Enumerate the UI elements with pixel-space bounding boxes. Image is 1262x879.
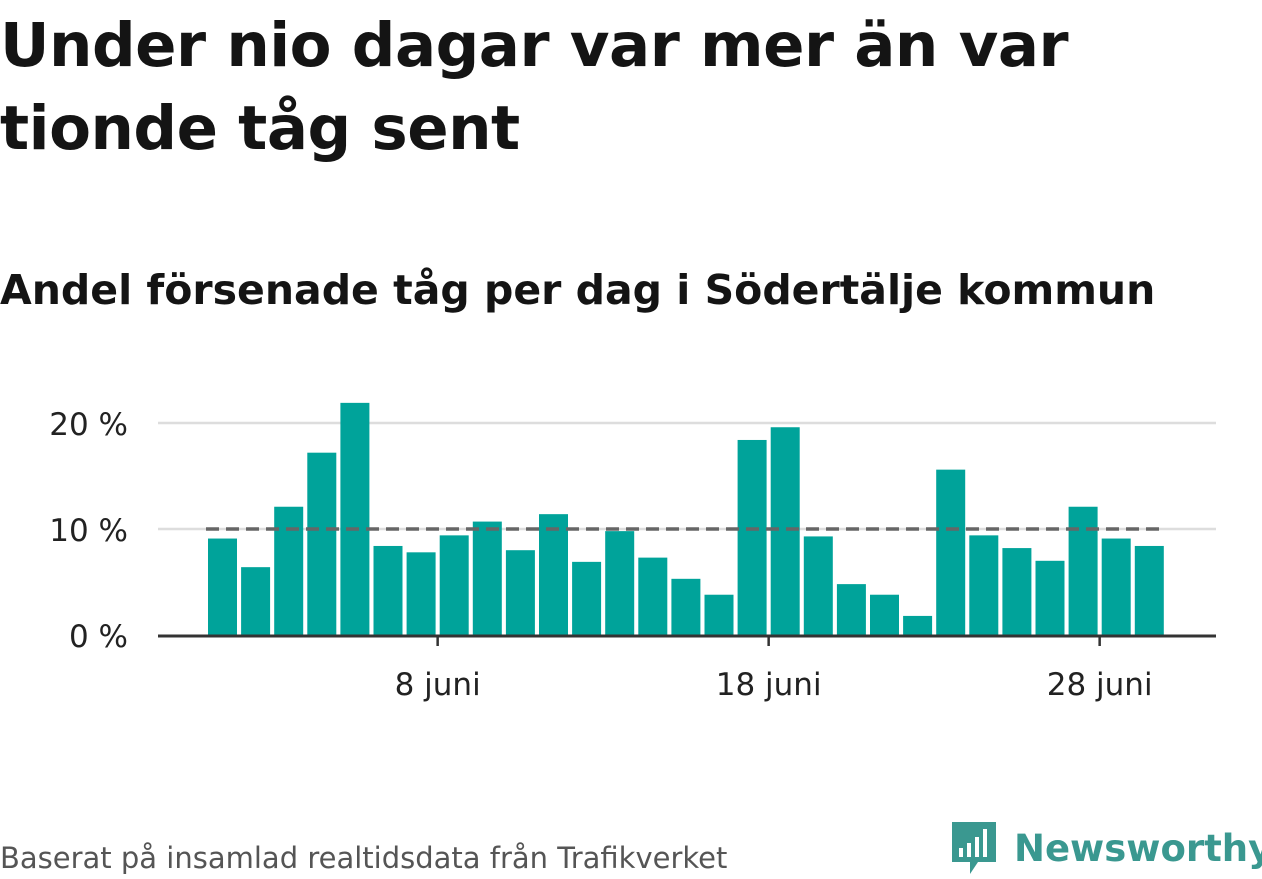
y-tick-label: 20 % <box>49 407 128 443</box>
bar <box>1002 548 1032 635</box>
bar <box>770 427 800 635</box>
bar <box>836 584 866 635</box>
y-tick-label: 10 % <box>49 513 128 549</box>
bar <box>1134 545 1164 635</box>
bar <box>307 452 337 635</box>
bar <box>539 514 568 635</box>
bar <box>870 594 899 635</box>
chart-title: Under nio dagar var mer än var tionde tå… <box>0 10 1069 164</box>
bar <box>1101 538 1131 635</box>
x-tick-label: 8 juni <box>395 667 481 703</box>
bar <box>505 550 535 635</box>
bar <box>373 545 403 635</box>
bar <box>737 439 767 635</box>
y-tick-label: 0 % <box>69 619 128 655</box>
newsworthy-logo: Newsworthy <box>948 818 1262 878</box>
bar <box>340 402 370 635</box>
source-note: Baserat på insamlad realtidsdata från Tr… <box>0 841 728 875</box>
bar-chart: 0 % 10 % 20 % 8 juni 18 juni 28 juni <box>49 402 1216 703</box>
brand-name: Newsworthy <box>1014 826 1262 870</box>
bar <box>969 535 999 635</box>
bar <box>903 615 933 635</box>
x-tick-label: 28 juni <box>1047 667 1153 703</box>
bar <box>572 561 602 635</box>
x-axis: 8 juni 18 juni 28 juni <box>158 634 1216 703</box>
bar <box>472 521 502 635</box>
bar <box>274 506 304 635</box>
bar <box>704 594 734 635</box>
bar <box>241 567 271 635</box>
bar <box>936 469 966 635</box>
bar <box>638 557 668 635</box>
bar <box>671 578 701 635</box>
bar <box>439 535 469 635</box>
chart-subtitle: Andel försenade tåg per dag i Södertälje… <box>0 266 1156 314</box>
bars <box>208 402 1164 635</box>
bar <box>605 531 635 635</box>
bar <box>406 552 436 635</box>
newsworthy-logo-icon <box>952 822 996 874</box>
bar <box>803 536 833 635</box>
bar <box>208 538 237 635</box>
y-axis-labels: 0 % 10 % 20 % <box>49 407 128 655</box>
bar <box>1035 560 1065 635</box>
x-tick-label: 18 juni <box>716 667 822 703</box>
bar <box>1068 506 1098 635</box>
